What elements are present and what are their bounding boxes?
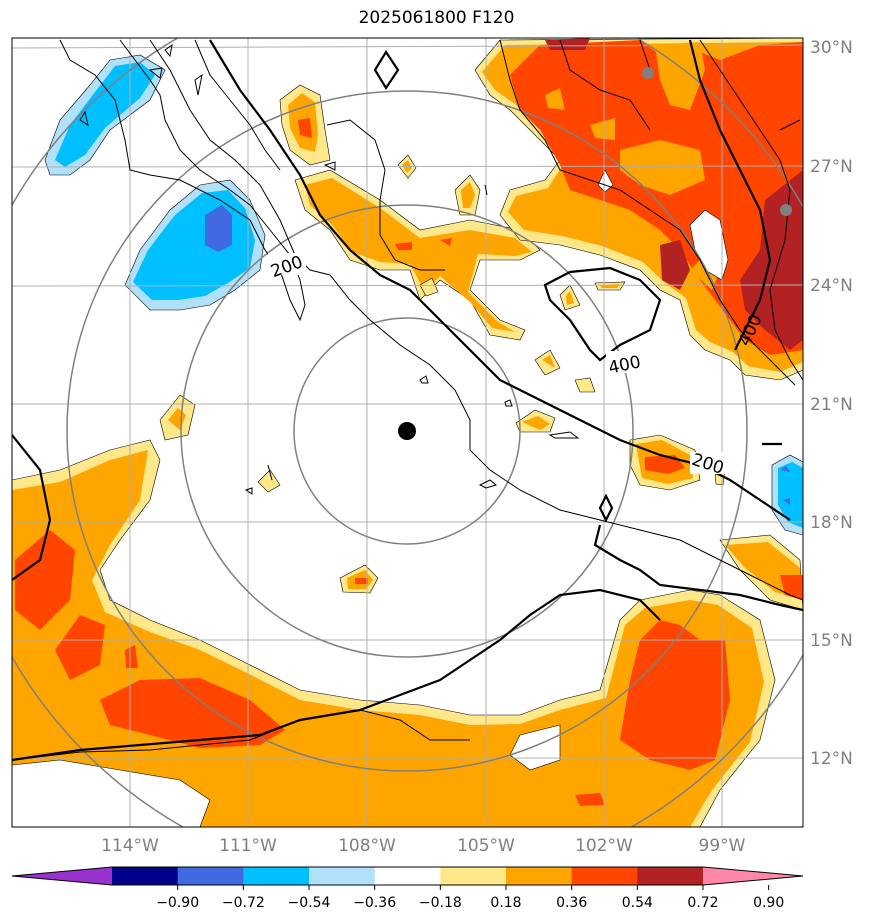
colorbar-tick-label: −0.90 (156, 895, 199, 911)
colorbar-tick-label: −0.54 (288, 895, 331, 911)
lon-axis: 114°W 111°W 108°W 105°W 102°W 99°W (101, 836, 746, 856)
colorbar-extend-low (12, 867, 112, 885)
lat-axis: 30°N 27°N 24°N 21°N 18°N 15°N 12°N (810, 38, 853, 769)
lat-tick-label: 18°N (810, 513, 853, 533)
lat-tick-label: 15°N (810, 631, 853, 651)
colorbar-tick-label: −0.72 (222, 895, 265, 911)
lon-tick-label: 102°W (575, 836, 633, 856)
lon-tick-label: 99°W (699, 836, 746, 856)
colorbar-segment (571, 867, 638, 885)
shading-negative (44, 54, 803, 536)
colorbar-tick-label: −0.36 (353, 895, 396, 911)
map-plot-area: 200 400 200 400 (12, 38, 803, 827)
map-title: 2025061800 F120 (358, 8, 515, 28)
colorbar-tick-label: 0.18 (490, 895, 521, 911)
colorbar-tick-label: 0.54 (622, 895, 653, 911)
lon-tick-label: 105°W (457, 836, 515, 856)
colorbar-segment (243, 867, 310, 885)
lat-tick-label: 21°N (810, 395, 853, 415)
lat-tick-label: 12°N (810, 749, 853, 769)
lon-tick-label: 111°W (219, 836, 277, 856)
colorbar-segment (112, 867, 179, 885)
plot-frame (11, 37, 804, 828)
colorbar-segment (309, 867, 376, 885)
colorbar-tick-label: 0.36 (556, 895, 587, 911)
colorbar-tick-label: 0.90 (753, 895, 784, 911)
city-marker-icon (642, 67, 654, 79)
colorbar-tick-label: 0.72 (687, 895, 718, 911)
storm-center-icon (398, 422, 416, 440)
colorbar-segment (177, 867, 244, 885)
colorbar-segment (637, 867, 704, 885)
colorbar-segment (374, 867, 441, 885)
range-rings (12, 38, 803, 827)
colorbar-tick-label: −0.18 (419, 895, 462, 911)
colorbar-segment (440, 867, 507, 885)
lat-tick-label: 24°N (810, 276, 853, 296)
colorbar: −0.90 −0.72 −0.54 −0.36 −0.18 0.18 0.36 0.54 0.7… (11, 866, 804, 911)
lon-tick-label: 114°W (101, 836, 159, 856)
lat-tick-label: 30°N (810, 38, 853, 58)
lon-tick-label: 108°W (338, 836, 396, 856)
city-marker-icon (780, 204, 792, 216)
colorbar-extend-high (703, 867, 803, 885)
colorbar-segment (506, 867, 573, 885)
lat-tick-label: 27°N (810, 157, 853, 177)
colorbar-outline (11, 866, 804, 886)
